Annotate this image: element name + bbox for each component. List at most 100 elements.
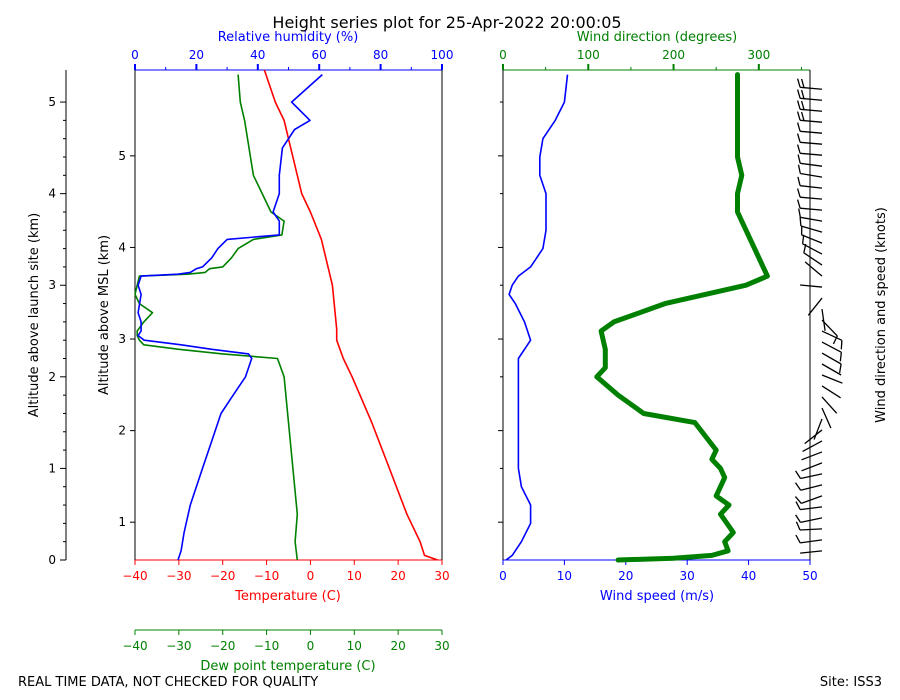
site-label: Site: ISS3 <box>820 675 882 690</box>
wind-barb-staff <box>802 440 823 452</box>
wind-barb-staff <box>800 484 823 491</box>
wind-barb-feather <box>797 154 801 164</box>
wind-barb-feather <box>796 133 801 143</box>
wind-barb-staff <box>821 341 842 353</box>
temperature-tick-label: −20 <box>210 569 235 583</box>
wind-barb-staff <box>821 330 843 341</box>
speed-tick-label: 30 <box>680 569 695 583</box>
wind-barb-feather <box>840 340 843 350</box>
wind-barb-feather <box>799 217 802 227</box>
temperature-tick-label: −10 <box>254 569 279 583</box>
altitude-launch-tick-label: 1 <box>48 461 56 475</box>
wind-barb-staff <box>800 196 823 200</box>
dewpoint-tick-label: 10 <box>347 639 362 653</box>
wind-barb <box>795 501 823 511</box>
altitude-launch-tick-label: 0 <box>48 553 56 567</box>
series-line-dewpoint <box>134 74 299 561</box>
wind-barb-staff <box>804 429 823 445</box>
wind-barb <box>796 111 823 123</box>
rh-tick-label: 100 <box>431 48 454 62</box>
wind-barb <box>796 188 823 200</box>
altitude-launch-tick-label: 5 <box>48 95 56 109</box>
wind-barb-feather <box>796 89 801 99</box>
wind-barb <box>796 100 823 112</box>
dewpoint-tick-label: −10 <box>254 639 279 653</box>
wind-barb-staff <box>800 172 823 178</box>
dewpoint-tick-label: 20 <box>391 639 406 653</box>
series-line-direction <box>594 72 770 563</box>
wind-barb-staff <box>821 308 826 331</box>
wind-barb-feather <box>798 208 801 218</box>
speed-tick-label: 20 <box>618 569 633 583</box>
wind-barb-feather <box>800 111 805 121</box>
wind-barb-feather <box>796 122 801 132</box>
altitude-msl-tick-label: 2 <box>118 424 126 438</box>
wind-barb <box>821 330 843 350</box>
wind-barb-feather <box>795 470 802 479</box>
wind-barb-staff <box>801 234 823 244</box>
dewpoint-tick-label: −20 <box>210 639 235 653</box>
wind-barb <box>797 176 823 189</box>
wind-barb-staff <box>801 462 823 472</box>
rh-axis-label: Relative humidity (%) <box>218 30 359 45</box>
wind-barb-staff <box>801 451 823 461</box>
direction-tick-label: 100 <box>577 48 600 62</box>
wind-barb-column <box>794 78 843 554</box>
wind-barb-staff <box>800 185 823 189</box>
rh-tick-label: 80 <box>373 48 388 62</box>
dewpoint-tick-label: −40 <box>122 639 147 653</box>
wind-barb-feather <box>796 78 801 88</box>
direction-tick-label: 0 <box>499 48 507 62</box>
wind-barb <box>821 407 832 429</box>
rh-tick-label: 40 <box>250 48 265 62</box>
wind-barb-staff <box>821 396 838 414</box>
temperature-tick-label: 0 <box>307 569 315 583</box>
wind-barb <box>800 284 823 288</box>
dewpoint-axis-label: Dew point temperature (C) <box>200 659 375 674</box>
wind-barb <box>799 217 823 233</box>
wind-barb <box>821 363 842 376</box>
altitude-launch-axis-label: Altitude above launch site (km) <box>27 213 42 417</box>
wind-barb-staff <box>807 297 823 316</box>
wind-barb-feather <box>796 144 801 154</box>
direction-tick-label: 300 <box>747 48 770 62</box>
wind-barb-feather <box>838 363 842 374</box>
altitude-msl-tick-label: 5 <box>118 149 126 163</box>
wind-barb-staff <box>821 363 842 376</box>
wind-barb-staff <box>799 528 823 531</box>
wind-barb <box>796 122 823 134</box>
wind-barb-staff <box>800 141 823 145</box>
wind-barb-feather <box>795 521 801 531</box>
wind-barb-staff <box>800 539 823 544</box>
temperature-tick-label: 30 <box>434 569 449 583</box>
altitude-msl-axis-label: Altitude above MSL (km) <box>97 235 112 395</box>
wind-barb <box>813 418 823 440</box>
speed-tick-label: 0 <box>499 569 507 583</box>
wind-barb-staff <box>801 495 823 505</box>
wind-barb-staff <box>800 216 823 222</box>
wind-barb-staff <box>802 243 823 255</box>
wind-barb-staff <box>821 407 832 429</box>
wind-barb <box>794 482 823 491</box>
wind-barb-staff <box>800 506 823 511</box>
wind-barb-staff <box>800 152 823 156</box>
wind-barb-feather <box>800 89 805 99</box>
wind-barb <box>800 225 823 244</box>
wind-barb-staff <box>800 550 823 554</box>
wind-barb <box>797 164 823 178</box>
wind-barb-feather <box>797 176 801 186</box>
wind-barb-staff <box>821 352 842 365</box>
wind-barb-staff <box>800 284 823 288</box>
speed-tick-label: 50 <box>802 569 817 583</box>
wind-barb-staff <box>821 385 841 399</box>
wind-barb <box>800 550 823 554</box>
wind-barb-feather <box>796 188 801 198</box>
speed-tick-label: 10 <box>557 569 572 583</box>
wind-barb-staff <box>800 162 823 167</box>
dewpoint-tick-label: 0 <box>307 639 315 653</box>
altitude-msl-tick-label: 1 <box>118 515 126 529</box>
wind-barb <box>798 208 823 222</box>
wind-barb <box>804 261 823 277</box>
wind-barb-feather <box>796 199 801 209</box>
wind-barb-staff <box>803 252 823 266</box>
